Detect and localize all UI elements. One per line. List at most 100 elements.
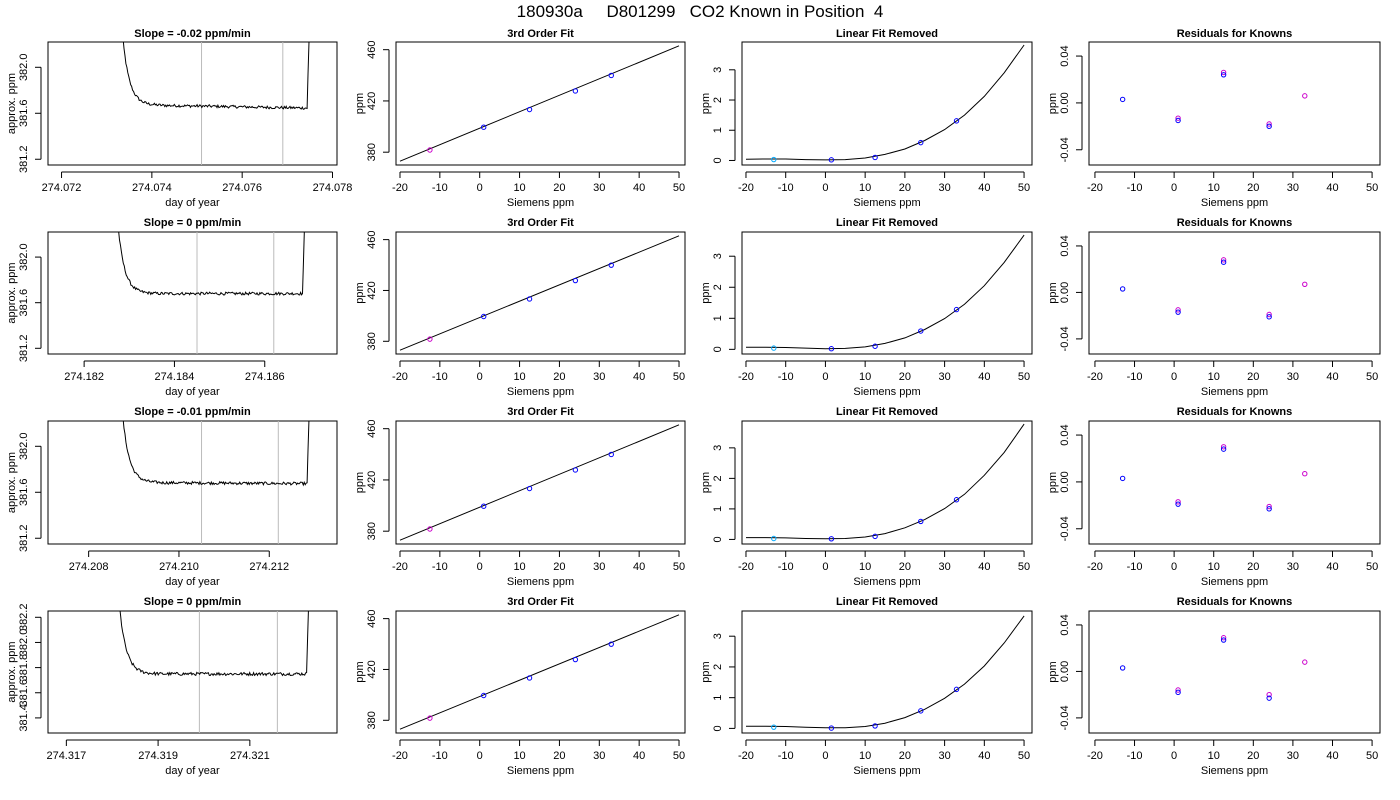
r0-resid-y-tick-label: 0.00 (1059, 92, 1071, 113)
r0-linear-data-point (918, 139, 924, 146)
r3-linear-x-tick-label: 40 (978, 750, 990, 762)
r1-fit-data-point (608, 262, 614, 268)
r2-time-trace-line (122, 421, 310, 487)
r3-time-title: Slope = 0 ppm/min (144, 596, 242, 608)
r2-resid-residual-point (1119, 475, 1126, 482)
r2-fit-title: 3rd Order Fit (507, 406, 574, 418)
r3-linear-title: Linear Fit Removed (836, 596, 938, 608)
r1-fit-x-tick-label: 30 (593, 371, 605, 383)
r1-time-x-label: day of year (165, 386, 220, 398)
r0-linear-x-tick-label: -10 (778, 182, 794, 194)
r0-resid-y-label: ppm (1047, 93, 1059, 114)
r3-time-x-label: day of year (165, 765, 220, 777)
r1-linear-data-point (771, 345, 777, 351)
r2-fit-x-tick-label: 30 (593, 561, 605, 573)
r1-resid-residual-point (1175, 309, 1181, 315)
r0-fit-x-tick-label: 10 (513, 182, 525, 194)
r1-fit-x-label: Siemens ppm (507, 386, 574, 398)
r2-time-x-label: day of year (165, 576, 220, 588)
r3-time-y-tick-label: 381.4 (18, 704, 30, 732)
r3-resid-plot-frame (1088, 610, 1381, 734)
r1-linear-y-label: ppm (700, 282, 712, 303)
r3-fit-data-point (526, 675, 533, 681)
r2-linear-plot-frame (741, 420, 1033, 545)
r3-linear-y-tick-label: 1 (712, 695, 724, 701)
r0-linear-x-label: Siemens ppm (853, 197, 920, 209)
r3-resid-residual-point (1220, 637, 1227, 643)
r2-resid-x-tick-label: 40 (1326, 561, 1338, 573)
r3-resid-residual-point (1266, 695, 1272, 701)
r3-fit-x-tick-label: 0 (477, 750, 483, 762)
r2-fit-fit-line (399, 424, 680, 541)
r1-resid-x-tick-label: 40 (1326, 371, 1338, 383)
r0-time-x-tick-label: 274.072 (42, 182, 82, 194)
r1-resid-title: Residuals for Knowns (1177, 217, 1293, 229)
r0-linear-y-tick-label: 0 (712, 157, 724, 163)
r2-fit-y-tick-label: 420 (366, 471, 378, 489)
r1-resid-x-tick-label: 0 (1171, 371, 1177, 383)
r2-resid-x-label: Siemens ppm (1201, 576, 1268, 588)
r0-resid-residual-point (1266, 123, 1272, 130)
r3-linear-y-tick-label: 0 (712, 725, 724, 731)
r2-linear-x-tick-label: 10 (859, 561, 871, 573)
r0-fit-data-point (526, 106, 533, 113)
r3-fit-x-tick-label: 10 (513, 750, 525, 762)
r1-linear-data-point (828, 346, 835, 352)
r0-time-y-tick-label: 382.0 (18, 54, 30, 82)
r1-resid-x-tick-label: -10 (1127, 371, 1143, 383)
r0-fit-fit-line (399, 45, 680, 162)
r1-linear-data-point (953, 306, 960, 313)
r0-resid-residual-point (1175, 117, 1181, 124)
r0-resid-x-tick-label: 20 (1247, 182, 1259, 194)
r3-resid-residual-point (1266, 691, 1272, 698)
r2-time-x-tick-label: 274.208 (69, 561, 109, 573)
r0-linear-plot-frame (741, 41, 1033, 166)
r0-resid-residual-point (1266, 121, 1272, 127)
r3-resid-y-label: ppm (1047, 661, 1059, 682)
r0-resid-x-tick-label: 50 (1366, 182, 1378, 194)
r0-linear-x-tick-label: 30 (938, 182, 950, 194)
r0-fit-data-point (572, 88, 579, 94)
r2-resid-residual-point (1266, 503, 1272, 510)
r3-fit-x-tick-label: -20 (392, 750, 408, 762)
r1-fit-x-tick-label: -20 (392, 371, 408, 383)
r3-time-y-tick-label: 381.8 (18, 654, 30, 682)
r2-resid-y-tick-label: 0.00 (1059, 471, 1071, 492)
r2-linear-data-point (828, 536, 835, 542)
r1-fit-x-tick-label: 20 (553, 371, 565, 383)
r1-resid-x-tick-label: 50 (1366, 371, 1378, 383)
r1-time-y-tick-label: 381.2 (18, 335, 30, 363)
r2-resid-title: Residuals for Knowns (1177, 406, 1293, 418)
r3-fit-data-point (572, 656, 579, 663)
r2-time-y-label: approx. ppm (6, 452, 18, 513)
r0-fit-plot-frame (395, 41, 686, 166)
r3-time-x-tick-label: 274.321 (230, 750, 270, 762)
page-title: 180930a D801299 CO2 Known in Position 4 (516, 2, 884, 21)
r3-time-y-tick-label: 382.2 (18, 604, 30, 632)
r3-fit-y-label: ppm (354, 661, 366, 682)
r3-linear-data-point (953, 686, 960, 693)
r2-resid-residual-point (1220, 446, 1227, 452)
r3-linear-plot-frame (741, 610, 1033, 734)
r1-linear-title: Linear Fit Removed (836, 217, 938, 229)
r3-fit-x-tick-label: 50 (673, 750, 685, 762)
r1-resid-residual-point (1220, 257, 1227, 263)
r1-fit-y-label: ppm (354, 282, 366, 303)
r0-fit-x-tick-label: 30 (593, 182, 605, 194)
r0-linear-y-tick-label: 2 (712, 97, 724, 103)
r3-linear-data-point (872, 723, 878, 729)
r2-time-y-tick-label: 381.6 (18, 479, 30, 507)
r1-fit-x-tick-label: 0 (477, 371, 483, 383)
r3-resid-residual-point (1119, 665, 1126, 671)
r1-resid-y-tick-label: -0.04 (1059, 326, 1071, 351)
r2-resid-x-tick-label: 20 (1247, 561, 1259, 573)
r3-linear-x-tick-label: 10 (859, 750, 871, 762)
r3-resid-residual-point (1220, 635, 1227, 641)
r0-linear-x-tick-label: 20 (899, 182, 911, 194)
r1-fit-data-point (427, 336, 433, 342)
r1-time-y-tick-label: 381.6 (18, 289, 30, 317)
r2-resid-x-tick-label: 30 (1287, 561, 1299, 573)
r1-resid-x-tick-label: 20 (1247, 371, 1259, 383)
r0-fit-x-tick-label: 40 (633, 182, 645, 194)
r1-linear-x-tick-label: 30 (938, 371, 950, 383)
